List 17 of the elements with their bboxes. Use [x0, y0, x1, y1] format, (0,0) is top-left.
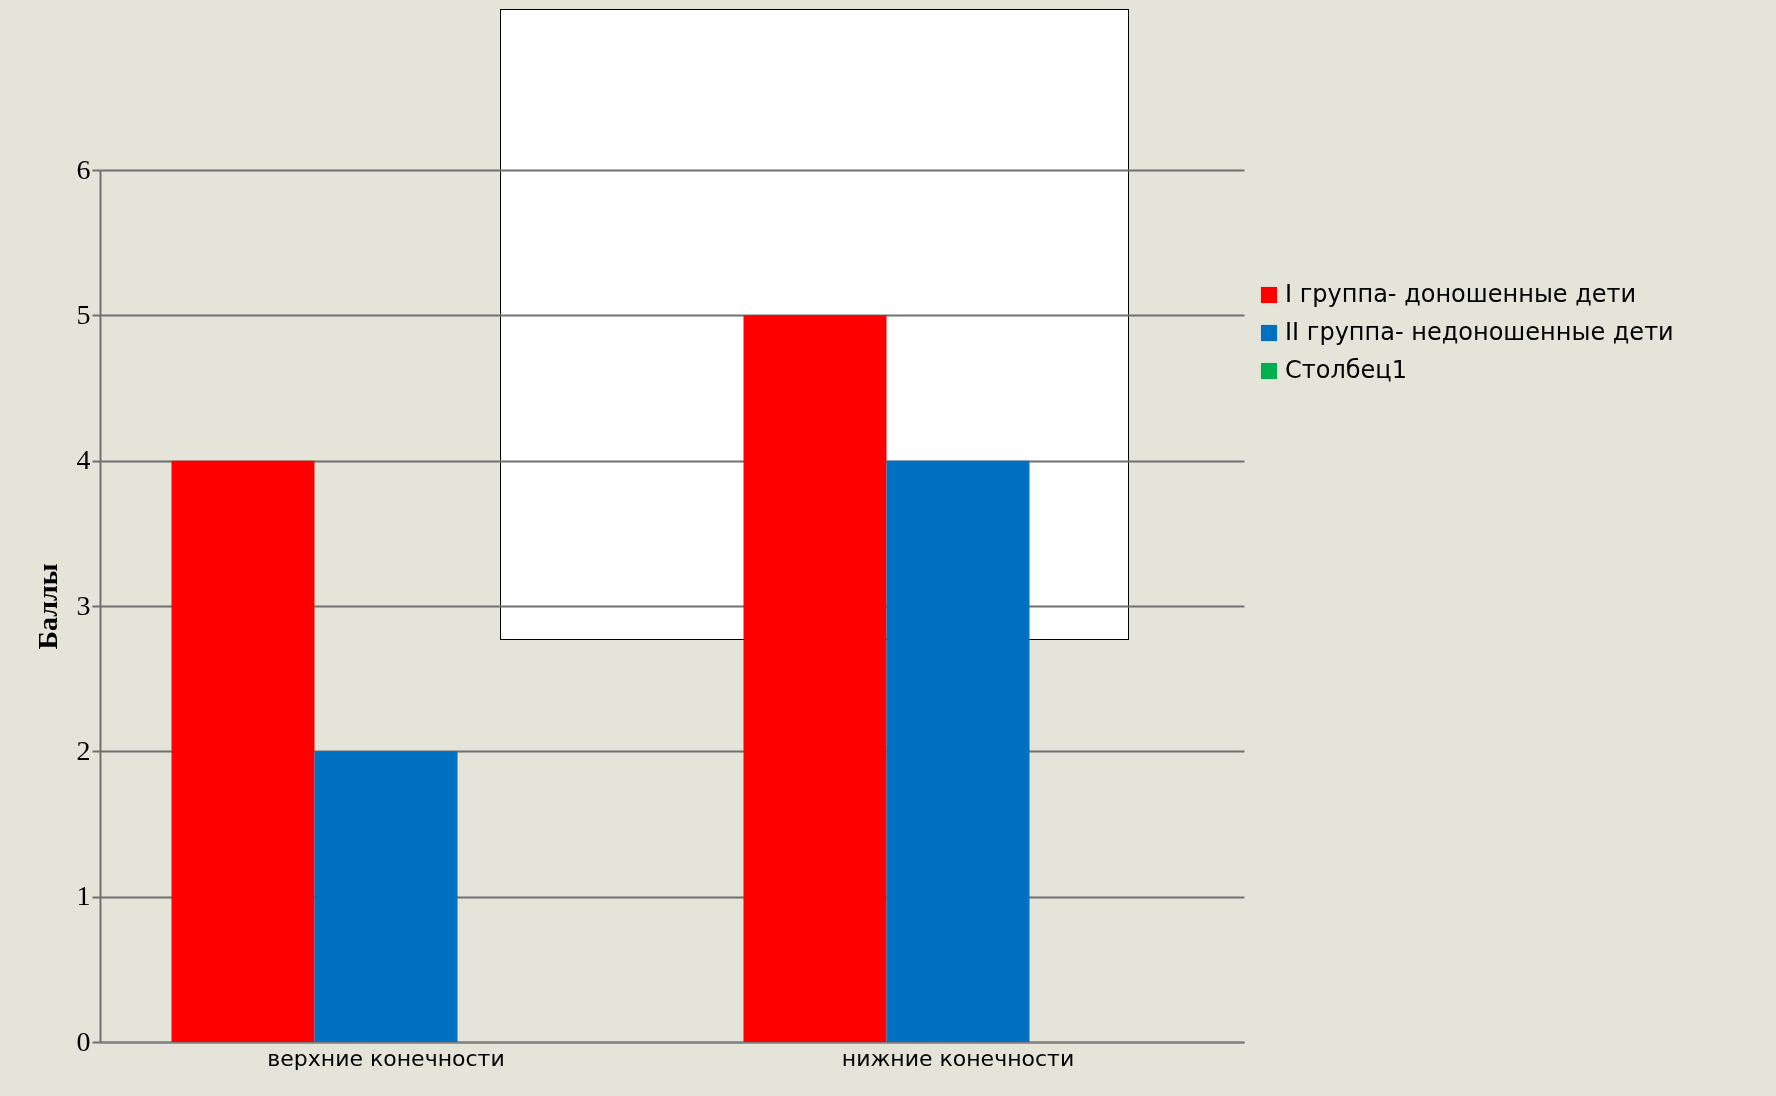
y-tick-label: 1 [76, 880, 91, 912]
x-tick-label: нижние конечности [841, 1045, 1075, 1071]
bar [314, 751, 458, 1042]
x-tick-label: верхние конечности [267, 1045, 505, 1071]
y-tick-label: 3 [76, 589, 91, 621]
y-tick-label: 2 [76, 734, 91, 766]
y-tick-label: 6 [76, 153, 91, 185]
y-tick-label: 0 [76, 1025, 91, 1057]
y-axis-title: Баллы [31, 563, 63, 650]
y-tick-label: 4 [76, 444, 91, 476]
bar [886, 460, 1030, 1042]
legend-label: Столбец1 [1285, 356, 1407, 384]
legend-label: II группа- недоношенные дети [1285, 318, 1674, 346]
bar [743, 315, 887, 1042]
legend-label: I группа- доношенные дети [1285, 280, 1637, 308]
y-tick-label: 5 [76, 298, 91, 330]
bar [171, 460, 315, 1042]
